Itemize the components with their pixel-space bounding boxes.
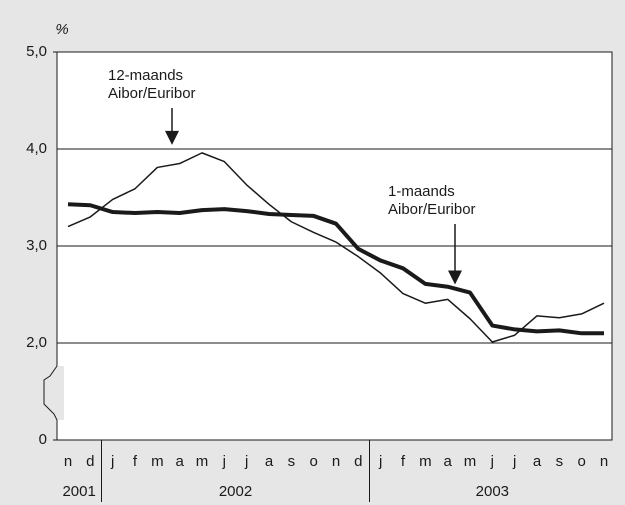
x-tick-label: m [196, 453, 209, 470]
x-tick-label: j [222, 453, 226, 470]
x-tick-label: n [332, 453, 340, 470]
annotation: Aibor/Euribor [388, 201, 476, 218]
x-tick-label: a [175, 453, 184, 470]
x-tick-label: o [309, 453, 317, 470]
x-tick-label: j [378, 453, 382, 470]
y-tick-label: 4,0 [26, 140, 47, 157]
annotation: 1-maands [388, 183, 455, 200]
x-tick-label: d [354, 453, 362, 470]
x-tick-label: a [265, 453, 274, 470]
x-tick-label: a [443, 453, 452, 470]
x-tick-label: m [419, 453, 432, 470]
annotation: 12-maands [108, 67, 183, 84]
x-tick-label: j [512, 453, 516, 470]
x-tick-label: f [401, 453, 406, 470]
year-label: 2002 [219, 483, 252, 500]
year-label: 2003 [476, 483, 509, 500]
x-tick-label: j [490, 453, 494, 470]
x-tick-label: n [64, 453, 72, 470]
annotation-arrowhead [448, 270, 462, 285]
x-tick-label: j [110, 453, 114, 470]
y-tick-label: 0 [39, 431, 47, 448]
x-tick-label: n [600, 453, 608, 470]
x-tick-label: m [151, 453, 164, 470]
y-unit: % [55, 21, 68, 38]
x-tick-label: a [533, 453, 542, 470]
x-tick-label: s [288, 453, 296, 470]
y-tick-label: 5,0 [26, 43, 47, 60]
y-tick-label: 3,0 [26, 237, 47, 254]
x-tick-label: f [133, 453, 138, 470]
x-tick-label: m [464, 453, 477, 470]
x-tick-label: s [556, 453, 564, 470]
axis-break [43, 365, 64, 421]
x-tick-label: o [577, 453, 585, 470]
series-line [67, 202, 604, 336]
x-tick-label: j [244, 453, 248, 470]
annotation: Aibor/Euribor [108, 85, 196, 102]
year-label: 2001 [62, 483, 95, 500]
y-tick-label: 2,0 [26, 334, 47, 351]
series-line [67, 152, 605, 343]
annotation-arrowhead [165, 130, 179, 145]
x-tick-label: d [86, 453, 94, 470]
